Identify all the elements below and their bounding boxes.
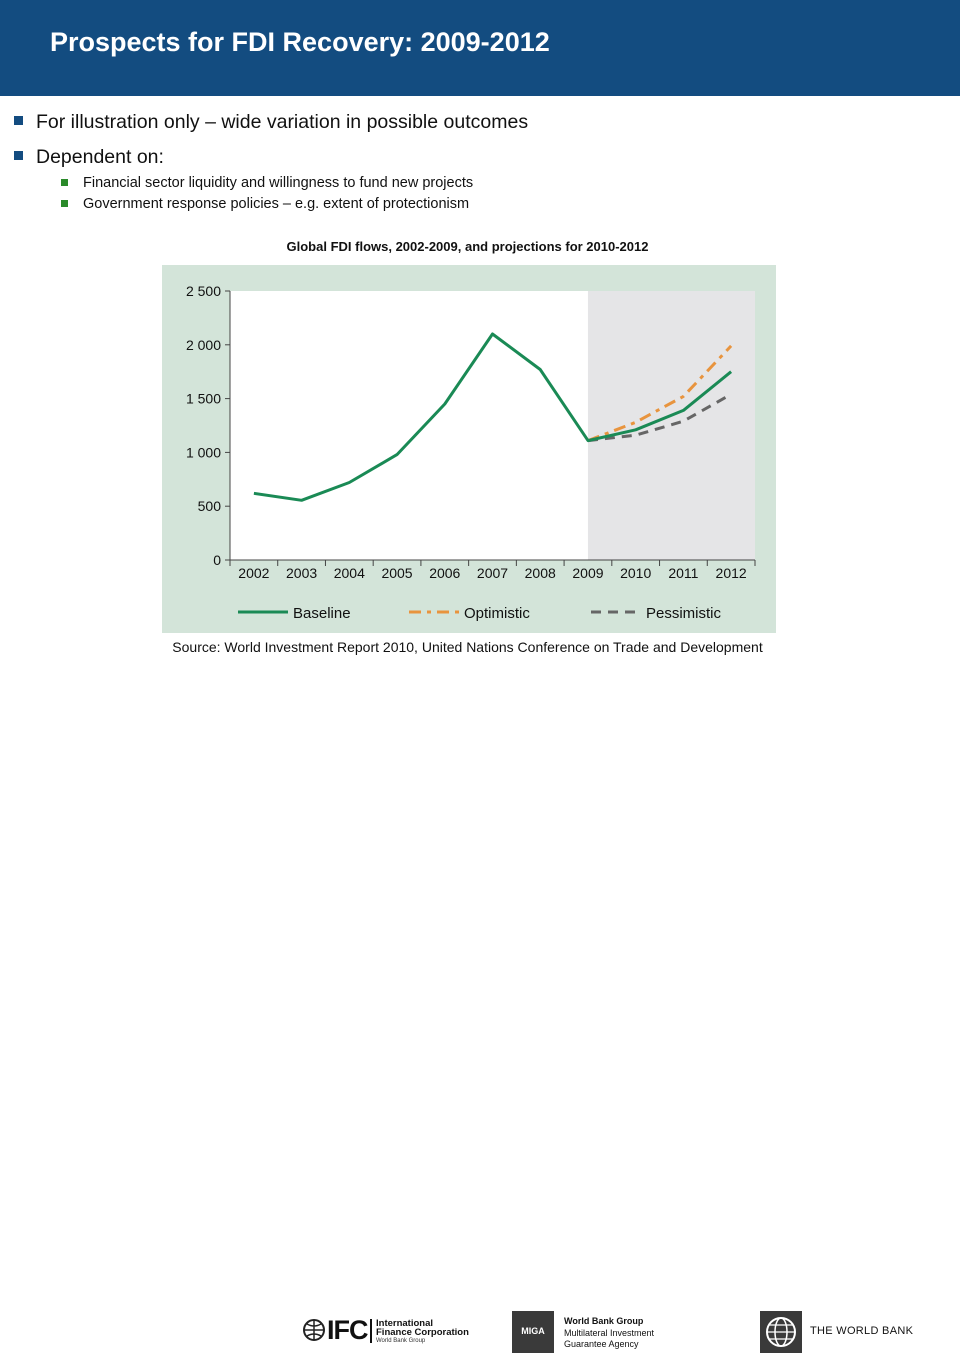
legend-label: Optimistic: [464, 605, 530, 622]
legend-label: Baseline: [293, 605, 351, 622]
y-tick-label: 2 500: [186, 283, 221, 299]
sub-bullet-item: Financial sector liquidity and willingne…: [12, 173, 942, 194]
x-tick-label: 2012: [716, 565, 747, 581]
series-line-baseline: [253, 332, 733, 502]
miga-line1: World Bank Group: [564, 1316, 644, 1326]
chart-area: 0 500 1 000 1 500 2 000 2 500 2002 2003 2004 2005…: [162, 265, 776, 633]
legend-label: Pessimistic: [646, 605, 722, 622]
y-tick-label: 1 000: [186, 444, 221, 460]
x-tick-label: 2005: [381, 565, 412, 581]
source-note: Source: World Investment Report 2010, Un…: [172, 639, 763, 655]
fdi-line-chart: 0 500 1 000 1 500 2 000 2 500 2002 2003 2004 2005…: [162, 265, 776, 633]
x-tick-label: 2011: [668, 565, 698, 581]
x-tick-label: 2004: [334, 565, 365, 581]
series-line-optimistic: [587, 344, 733, 443]
miga-logo-icon: MIGA: [512, 1311, 554, 1353]
ifc-subtitle: World Bank Group: [376, 1338, 426, 1344]
bullet-list: For illustration only – wide variation i…: [12, 111, 942, 215]
chart-title: Global FDI flows, 2002-2009, and project…: [286, 239, 649, 254]
bullet-square-icon: [14, 116, 23, 125]
world-bank-globe-icon: [760, 1311, 802, 1353]
ifc-name: International Finance Corporation: [376, 1318, 469, 1338]
y-tick-label: 500: [198, 498, 222, 514]
sub-bullet-square-icon: [61, 200, 68, 207]
header-bar: Prospects for FDI Recovery: 2009-2012: [0, 0, 960, 96]
sub-bullet-text: Financial sector liquidity and willingne…: [83, 175, 474, 191]
series-line-pessimistic: [587, 392, 732, 443]
ifc-logo-word: IFC: [327, 1315, 368, 1345]
footer: IFC International Finance Corporation Wo…: [0, 655, 960, 1353]
miga-line3: Guarantee Agency: [564, 1339, 639, 1349]
world-bank-name: THE WORLD BANK: [810, 1325, 914, 1337]
sub-bullet-square-icon: [61, 179, 68, 186]
bullet-text: For illustration only – wide variation i…: [36, 111, 529, 133]
y-tick-label: 0: [213, 552, 221, 568]
bullet-text: Dependent on:: [36, 146, 164, 168]
sub-bullet-text: Government response policies – e.g. exte…: [83, 196, 470, 212]
x-tick-label: 2008: [525, 565, 556, 581]
y-tick-label: 2 000: [186, 337, 221, 353]
miga-line2: Multilateral Investment: [564, 1327, 655, 1338]
ifc-name-line1: International: [376, 1318, 434, 1329]
bullet-square-icon: [14, 151, 23, 160]
miga-name: World Bank Group Multilateral Investment…: [564, 1316, 654, 1351]
y-tick-label: 1 500: [186, 391, 221, 407]
page-title: Prospects for FDI Recovery: 2009-2012: [50, 27, 550, 57]
ifc-name-line2: Finance Corporation: [376, 1327, 469, 1338]
bullet-item: For illustration only – wide variation i…: [12, 111, 942, 134]
x-tick-label: 2010: [620, 565, 651, 581]
ifc-globe-icon: [303, 1319, 325, 1341]
x-tick-label: 2006: [429, 565, 460, 581]
miga-logo-text: MIGA: [521, 1326, 545, 1336]
ifc-divider: [370, 1319, 372, 1343]
x-tick-label: 2009: [572, 565, 603, 581]
sub-bullet-list: Financial sector liquidity and willingne…: [12, 173, 942, 215]
bullet-item: Dependent on:: [12, 146, 942, 169]
x-tick-label: 2002: [238, 565, 269, 581]
x-tick-label: 2003: [286, 565, 317, 581]
x-tick-label: 2007: [477, 565, 508, 581]
sub-bullet-item: Government response policies – e.g. exte…: [12, 194, 942, 215]
